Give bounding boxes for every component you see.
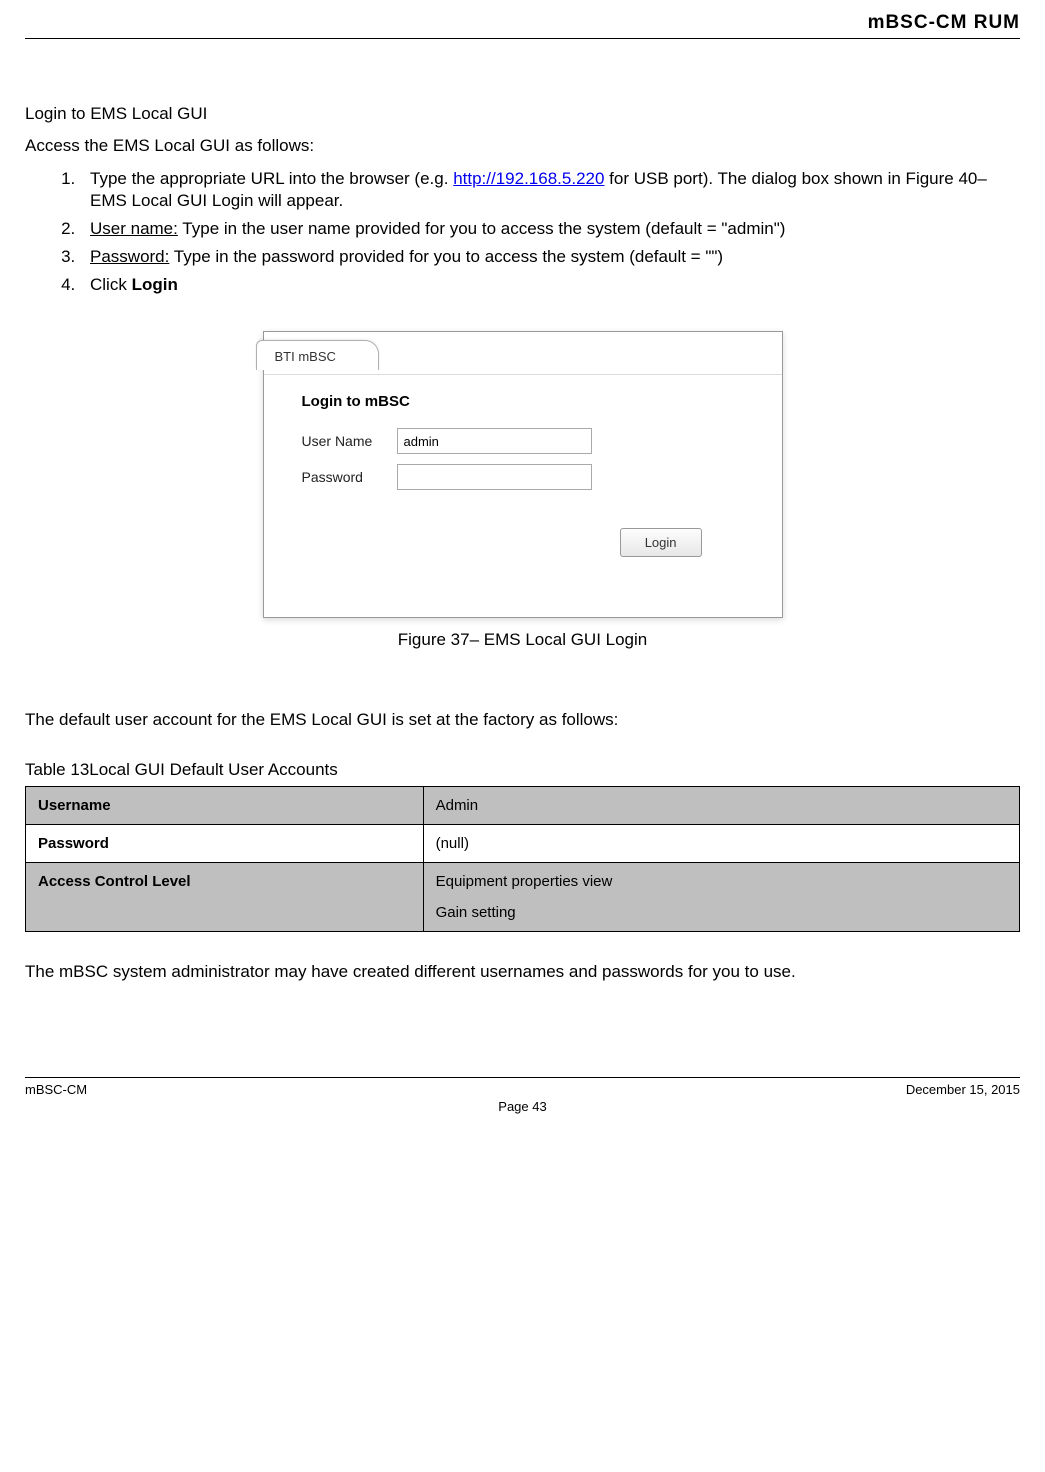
post-table-text: The mBSC system administrator may have c… <box>25 962 1020 982</box>
cell-acl-label: Access Control Level <box>26 863 424 932</box>
password-label: Password: <box>90 247 169 266</box>
instruction-list: Type the appropriate URL into the browse… <box>80 168 1020 296</box>
password-row: Password <box>302 464 752 490</box>
table-row: Username Admin <box>26 787 1020 825</box>
table-row: Access Control Level Equipment propertie… <box>26 863 1020 932</box>
step2-text: Type in the user name provided for you t… <box>178 219 786 238</box>
username-row: User Name <box>302 428 752 454</box>
cell-acl-value: Equipment properties view Gain setting <box>423 863 1019 932</box>
table-row: Password (null) <box>26 825 1020 863</box>
username-label: User name: <box>90 219 178 238</box>
step4-pre: Click <box>90 275 132 294</box>
url-link[interactable]: http://192.168.5.220 <box>453 169 604 188</box>
acl-line-1: Equipment properties view <box>436 873 1007 890</box>
login-heading: Login to mBSC <box>302 393 752 410</box>
cell-password-value: (null) <box>423 825 1019 863</box>
browser-tab[interactable]: BTI mBSC <box>256 340 379 370</box>
step-3: Password: Type in the password provided … <box>80 246 1020 268</box>
default-account-text: The default user account for the EMS Loc… <box>25 710 1020 730</box>
footer-row: mBSC-CM December 15, 2015 <box>25 1082 1020 1097</box>
figure-container: BTI mBSC Login to mBSC User Name Passwor… <box>25 331 1020 618</box>
intro-text: Access the EMS Local GUI as follows: <box>25 136 1020 156</box>
login-button-row: Login <box>294 528 752 557</box>
step4-bold: Login <box>132 275 178 294</box>
figure-caption: Figure 37– EMS Local GUI Login <box>25 630 1020 650</box>
footer-left: mBSC-CM <box>25 1082 87 1097</box>
header-title: mBSC-CM RUM <box>868 12 1020 33</box>
login-button[interactable]: Login <box>620 528 702 557</box>
step3-text: Type in the password provided for you to… <box>169 247 723 266</box>
browser-tab-row: BTI mBSC <box>264 332 782 374</box>
accounts-table: Username Admin Password (null) Access Co… <box>25 786 1020 932</box>
password-input[interactable] <box>397 464 592 490</box>
cell-username-label: Username <box>26 787 424 825</box>
page-content: Login to EMS Local GUI Access the EMS Lo… <box>25 39 1020 982</box>
form-password-label: Password <box>302 469 397 485</box>
login-screenshot: BTI mBSC Login to mBSC User Name Passwor… <box>263 331 783 618</box>
cell-username-value: Admin <box>423 787 1019 825</box>
step-2: User name: Type in the user name provide… <box>80 218 1020 240</box>
page-footer: mBSC-CM December 15, 2015 Page 43 <box>25 1077 1020 1114</box>
page-header: mBSC-CM RUM <box>25 0 1020 39</box>
step1-pre: Type the appropriate URL into the browse… <box>90 169 453 188</box>
step-1: Type the appropriate URL into the browse… <box>80 168 1020 212</box>
username-input[interactable] <box>397 428 592 454</box>
acl-line-2: Gain setting <box>436 904 1007 921</box>
table-caption: Table 13Local GUI Default User Accounts <box>25 760 1020 780</box>
step-4: Click Login <box>80 274 1020 296</box>
section-title: Login to EMS Local GUI <box>25 104 1020 124</box>
footer-right: December 15, 2015 <box>906 1082 1020 1097</box>
cell-password-label: Password <box>26 825 424 863</box>
footer-center: Page 43 <box>25 1099 1020 1114</box>
form-username-label: User Name <box>302 433 397 449</box>
login-body: Login to mBSC User Name Password Login <box>264 374 782 617</box>
